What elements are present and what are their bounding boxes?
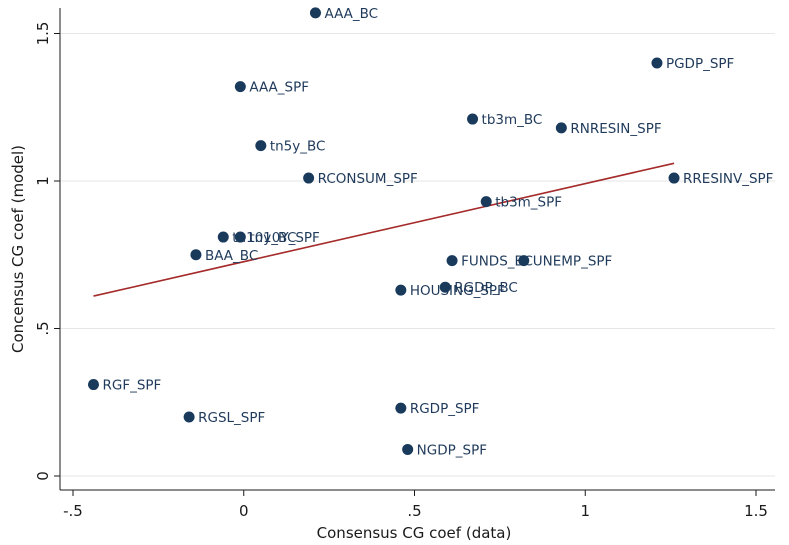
- point-label: RGF_SPF: [102, 378, 161, 394]
- y-tick-label: 1.5: [34, 22, 52, 46]
- data-point: [395, 284, 407, 296]
- fit-line: [93, 162, 675, 297]
- point-label: HOUSING_SPF: [410, 283, 505, 299]
- point-label: RGDP_SPF: [410, 401, 480, 417]
- axes: [59, 8, 775, 491]
- x-axis-title: Consensus CG coef (data): [317, 524, 512, 542]
- grid-lines: [61, 33, 775, 477]
- point-label: AAA_SPF: [249, 80, 309, 96]
- fit-line-group: [93, 162, 675, 297]
- point-label: RGSL_SPF: [198, 410, 265, 426]
- data-point: [234, 81, 246, 93]
- point-label: RGDP_BC: [454, 280, 518, 296]
- x-tick-label: 0: [239, 502, 249, 520]
- data-point: [402, 443, 414, 455]
- data-point: [217, 231, 229, 243]
- point-label: BAA_BC: [205, 248, 258, 264]
- x-ticks: -.5 0 .5 1 1.5: [63, 490, 768, 520]
- data-point: [518, 255, 530, 267]
- y-tick-label: .5: [34, 321, 52, 335]
- data-point: [467, 113, 479, 125]
- point-label: FUNDS_BC: [461, 254, 533, 270]
- x-tick-label: .5: [407, 502, 421, 520]
- data-points: AAA_BC AAA_SPF PGDP_SPF tb3m_BC RNRESIN_SPFt…: [87, 6, 773, 458]
- point-label: tn10Y_SPF: [249, 230, 320, 246]
- point-label: NGDP_SPF: [417, 442, 487, 458]
- point-label: tb3m_SPF: [495, 195, 562, 211]
- point-label: tn10y_BC: [232, 230, 296, 246]
- point-label: RRESINV_SPF: [683, 171, 773, 187]
- data-point: [183, 411, 195, 423]
- point-label: RNRESIN_SPF: [570, 121, 661, 137]
- x-tick-label: -.5: [63, 502, 83, 520]
- data-point: [651, 57, 663, 69]
- point-label: AAA_BC: [324, 6, 378, 22]
- data-point: [255, 140, 267, 152]
- data-point: [190, 249, 202, 261]
- data-point: [668, 172, 680, 184]
- y-tick-label: 1: [34, 176, 52, 186]
- y-ticks: 0 .5 1 1.5: [34, 22, 60, 481]
- data-point: [480, 196, 492, 208]
- data-point: [555, 122, 567, 134]
- data-point: [87, 379, 99, 391]
- data-point: [446, 255, 458, 267]
- point-label: PGDP_SPF: [666, 56, 734, 72]
- data-point: [234, 231, 246, 243]
- point-label: tn5y_BC: [270, 139, 326, 155]
- point-label: UNEMP_SPF: [533, 254, 613, 270]
- y-tick-label: 0: [34, 471, 52, 481]
- point-label: RCONSUM_SPF: [318, 171, 418, 187]
- data-point: [395, 402, 407, 414]
- x-tick-label: 1.5: [744, 502, 768, 520]
- point-label: tb3m_BC: [482, 112, 543, 128]
- data-point: [309, 7, 321, 19]
- y-axis-title: Concensus CG coef (model): [9, 145, 27, 353]
- data-point: [303, 172, 315, 184]
- x-tick-label: 1: [580, 502, 590, 520]
- data-point: [439, 281, 451, 293]
